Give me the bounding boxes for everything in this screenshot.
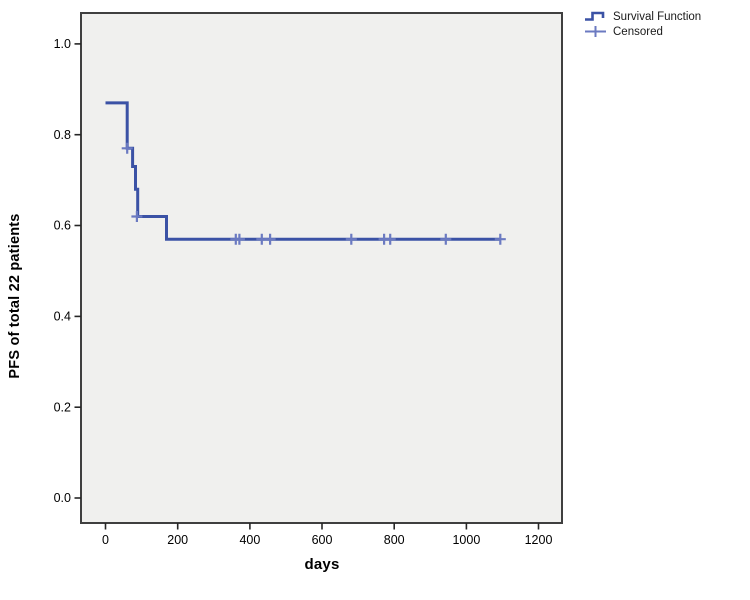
censored-mark [233,233,245,245]
y-tick-label: 0.4 [54,310,71,324]
y-tick-label: 0.2 [54,400,71,414]
censored-mark [440,233,452,245]
censored-mark [494,233,506,245]
x-axis-title: days [304,556,340,573]
y-tick-label: 0.8 [54,128,71,142]
legend-label-censored: Censored [613,25,663,38]
x-tick-label: 1200 [525,533,553,547]
censored-mark [384,233,396,245]
y-tick-label: 0.0 [54,491,71,505]
step-line-glyph [585,11,605,21]
legend-item-survival-function: Survival Function [584,9,701,24]
survival-step-line [105,101,501,241]
censored-mark [264,233,276,245]
censored-mark [121,142,133,154]
x-tick-label: 200 [167,533,188,547]
x-tick-label: 400 [239,533,260,547]
censored-mark [345,233,357,245]
x-tick-label: 800 [384,533,405,547]
plus-glyph [585,26,606,37]
plus-icon [585,26,606,37]
legend-item-censored: Censored [584,24,701,39]
plot-area [80,12,563,524]
legend: Survival Function Censored [584,9,701,39]
step-line-icon [585,11,605,21]
y-tick-label: 1.0 [54,37,71,51]
legend-label-survival-function: Survival Function [613,10,702,23]
x-tick-label: 0 [102,533,109,547]
x-tick-label: 1000 [452,533,480,547]
x-tick-label: 600 [312,533,333,547]
y-tick-label: 0.6 [54,219,71,233]
censored-mark [131,211,143,222]
y-axis-title: PFS of total 22 patients [7,213,23,379]
